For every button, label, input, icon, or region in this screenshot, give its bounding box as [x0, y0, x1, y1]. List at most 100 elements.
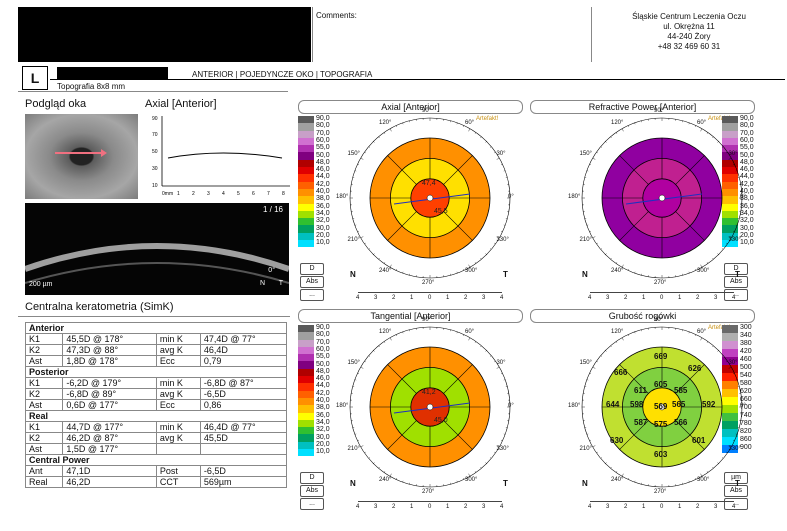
axial-profile-title: Axial [Anterior] [145, 98, 217, 110]
map-more-button[interactable]: ... [724, 289, 748, 301]
simk-cell: K2 [24, 432, 64, 444]
simk-cell: K2 [24, 388, 64, 400]
scale-label: 70,0 [740, 129, 754, 137]
degree-label: 210° [347, 446, 360, 452]
scale-label: 60,0 [740, 136, 754, 144]
thickness-value: 644 [606, 400, 620, 409]
mm-tick: 4 [732, 504, 736, 510]
map-unit-button[interactable]: D [300, 472, 324, 484]
simk-row: Ant 47,1D Post -6,5D [24, 465, 288, 477]
scale-label: 90,0 [316, 115, 330, 122]
simk-cell [155, 443, 201, 455]
mm-tick: 0 [660, 295, 664, 301]
mm-tick: 2 [624, 504, 628, 510]
scale-label: 20,0 [740, 231, 754, 239]
map-center-value: 47,4 [422, 180, 436, 187]
scale-label: 60,0 [316, 136, 330, 144]
oct-n-label: N [259, 280, 265, 287]
simk-cell: CCT [155, 476, 201, 488]
mode-label: ANTERIOR | POJEDYNCZE OKO | TOPOGRAFIA [192, 70, 373, 79]
degree-label: 60° [697, 328, 707, 335]
map-abs-button[interactable]: Abs [300, 276, 324, 288]
mm-tick: 2 [696, 504, 700, 510]
mm-tick: 4 [500, 295, 504, 301]
mm-tick: 3 [374, 295, 378, 301]
map-more-button[interactable]: ... [300, 289, 324, 301]
degree-label: 90° [422, 108, 432, 114]
mm-tick: 1 [410, 504, 414, 510]
thickness-value: 598 [630, 400, 644, 409]
y-tick: 70 [152, 132, 158, 138]
degree-label: 150° [347, 360, 360, 366]
degree-label: 30° [728, 151, 738, 157]
mm-tick: 3 [714, 295, 718, 301]
simk-cell: Real [24, 476, 64, 488]
y-tick: 30 [152, 166, 158, 172]
nasal-label: N [350, 270, 356, 279]
scale-label: 10,0 [316, 239, 330, 247]
scale-label: 38,0 [740, 195, 754, 203]
eye-photo [25, 114, 138, 199]
scale-label: 90,0 [740, 115, 754, 122]
thickness-value: 575 [654, 420, 668, 429]
degree-label: 240° [611, 477, 624, 484]
simk-table: Anterior K1 45,5D @ 178° min K 47,4D @ 77° K2… [24, 322, 288, 488]
scale-label: 36,0 [316, 202, 330, 210]
scale-label: 30,0 [316, 224, 330, 232]
simk-cell: 1,8D @ 178° [62, 355, 157, 367]
simk-cell: -6,2D @ 179° [62, 377, 157, 389]
temporal-label: T [503, 479, 508, 488]
mm-tick: 2 [392, 504, 396, 510]
map-more-button[interactable]: ... [300, 498, 324, 510]
simk-cell: avg K [155, 432, 201, 444]
degree-label: 330° [728, 237, 741, 243]
degree-label: 240° [611, 268, 624, 275]
scale-label: 48,0 [316, 158, 330, 166]
simk-row: Ast 0,6D @ 177° Ecc 0,86 [24, 399, 288, 411]
scale-label: 46,0 [316, 166, 330, 174]
map-panel: Grubość rogówki Artefakt! 300 340 380 420 460 5… [528, 309, 758, 514]
simk-cell: Ast [24, 399, 64, 411]
degree-label: 210° [347, 237, 360, 243]
x-tick: 6 [252, 191, 255, 197]
simk-cell: min K [155, 421, 201, 433]
simk-cell: 0,86 [199, 399, 288, 411]
scale-label: 20,0 [316, 231, 330, 239]
color-scale [722, 116, 738, 248]
scale-label: 34,0 [740, 209, 754, 217]
simk-cell: 47,3D @ 88° [62, 344, 157, 356]
mm-tick: 2 [464, 504, 468, 510]
degree-label: 240° [379, 268, 392, 275]
scale-label: 620 [740, 388, 752, 395]
color-scale [722, 325, 738, 453]
scale-label: 40,0 [740, 188, 754, 195]
map-unit-button[interactable]: D [300, 263, 324, 275]
simk-cell: -6,5D [199, 388, 288, 400]
oct-scan-image: 1 / 16 200 µm 0° N T [25, 203, 289, 295]
simk-cell: -6,8D @ 89° [62, 388, 157, 400]
scale-label: 420 [740, 348, 752, 355]
scale-label: 50,0 [740, 151, 754, 159]
scale-label: 48,0 [316, 367, 330, 375]
simk-row: K1 -6,2D @ 179° min K -6,8D @ 87° [24, 377, 288, 389]
scale-label: 10,0 [316, 448, 330, 456]
scale-label: 10,0 [740, 239, 754, 247]
map-title: Axial [Anterior] [298, 100, 523, 114]
mm-tick: 2 [696, 295, 700, 301]
scale-label: 780 [740, 420, 752, 427]
scale-label: 42,0 [316, 180, 330, 188]
simk-cell: 46,4D @ 77° [199, 421, 288, 433]
scale-label: 38,0 [316, 195, 330, 203]
degree-label: 30° [496, 360, 506, 366]
mm-tick: 3 [714, 504, 718, 510]
mm-tick: 0 [428, 295, 432, 301]
degree-label: 180° [336, 403, 349, 409]
map-abs-button[interactable]: Abs [300, 485, 324, 497]
scale-label: 34,0 [316, 209, 330, 217]
map-more-button[interactable]: ... [724, 498, 748, 510]
mm-axis [358, 292, 502, 293]
scale-label: 540 [740, 372, 752, 379]
scan-counter: 1 / 16 [262, 205, 283, 214]
mm-tick: 3 [606, 295, 610, 301]
degree-label: 0° [740, 194, 746, 200]
